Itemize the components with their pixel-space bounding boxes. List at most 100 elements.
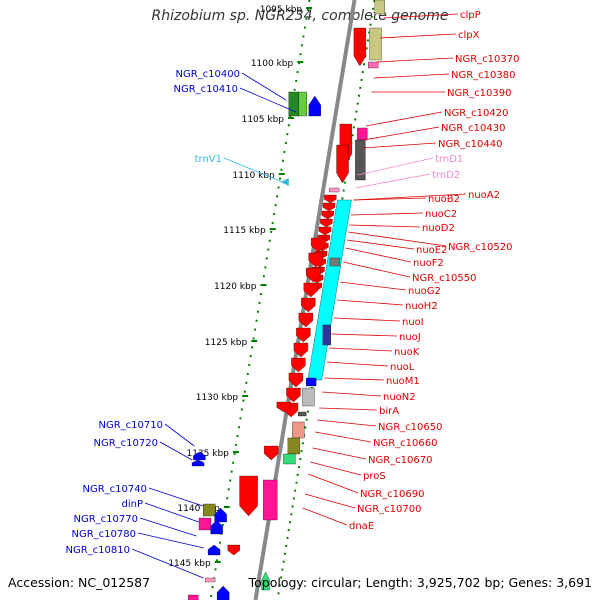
gene-label: NGR_c10650 [378,422,443,433]
label-leader [144,502,199,523]
gene-label: NGR_c10370 [455,54,520,65]
label-leader [304,493,356,509]
gene-bira [276,401,291,413]
label-leader [357,157,434,176]
label-leader [137,532,205,549]
accession-text: Accession: NC_012587 [8,575,151,590]
gene-label: trnD1 [435,154,463,165]
gene-label: NGR_c10770 [74,514,139,525]
ruler-tick-label: 1095 kbp [260,5,303,15]
gene-nuo-small [320,218,333,228]
ruler-tick-label: 1110 kbp [232,171,275,181]
gene-nuo-arrow [306,267,321,283]
label-leader [329,347,393,352]
gene-label: nuoI [402,317,424,328]
label-leaders [131,13,467,579]
gene-labels: clpP clpX NGR_c10370 NGR_c10380 NGR_c10390 NG… [66,10,520,556]
gene-label: nuoF2 [413,258,444,269]
ruler-tick-label: 1135 kbp [186,449,229,459]
gene-label: proS [363,471,386,482]
gene-ngr-c10650 [298,411,307,417]
gene-label: nuoM1 [386,376,420,387]
gene-label: nuoC2 [425,209,457,220]
label-leader [312,447,367,460]
gene-nuo-arrow [286,387,301,403]
gene-ngr-c10810 [204,577,216,583]
gene-label: dnaE [349,521,374,532]
label-leader [355,173,431,189]
label-leader [350,212,424,216]
gene-label: nuoD2 [422,223,455,234]
label-leader [315,431,372,443]
gene-red-145 [336,144,349,184]
label-leader [302,507,348,526]
gene-nuo-arrow [291,357,306,373]
gene-label: nuoN2 [383,392,416,403]
gene-ngr-c10670 [287,437,301,455]
label-leader [349,224,421,228]
gene-label: nuoA2 [468,190,500,201]
gene-label: NGR_c10690 [360,489,425,500]
gene-trnd1 [328,187,340,193]
nuo-operon-block [307,199,352,381]
label-leader [363,126,440,141]
gene-ngr-c10780 [207,544,221,556]
gene-nuo-arrow [303,282,318,298]
gene-nuo-small [322,202,336,212]
gene-clpp-box [374,0,385,15]
label-leader [239,87,297,113]
label-leader [339,281,407,291]
gene-clpx-box [369,27,382,61]
gene-nuo-arrow [296,327,311,343]
label-leader [331,333,398,337]
gene-label: nuoG2 [408,286,441,297]
gene-label: trnV1 [195,154,222,165]
ruler-tick-label: 1130 kbp [196,393,239,403]
gene-label: nuoK [394,347,420,358]
label-leader [164,423,195,447]
gene-ngr-c10740-b [214,507,227,523]
gene-label: NGR_c10700 [357,504,422,515]
label-leader [223,157,283,183]
gene-trnv1 [280,178,289,186]
label-leader [308,473,359,494]
gene-label: NGR_c10550 [412,273,477,284]
label-leader [353,193,467,201]
gene-label: NGR_c10720 [94,438,159,449]
gene-label: birA [379,406,399,417]
gene-red-545 [227,544,240,556]
gene-label: NGR_c10660 [373,438,438,449]
gene-label: NGR_c10410 [174,84,239,95]
gene-nuo-arrow [288,372,304,388]
gene-label: nuoJ [399,332,421,343]
gene-label: NGR_c10430 [441,123,506,134]
gene-pros [283,453,296,465]
gene-label: trnD2 [432,170,460,181]
label-leader [319,407,378,411]
gene-navy-325 [322,324,332,346]
label-leader [365,111,443,127]
gene-ngr-c10720 [191,459,205,467]
gene-ngr-c10740 [202,503,216,517]
ruler-tick-label: 1120 kbp [214,282,257,292]
gene-label: NGR_c10780 [72,529,137,540]
gene-ngr-c10400-b [298,91,307,117]
ruler-tick-label: 1115 kbp [223,226,266,236]
label-leader [326,361,389,367]
ruler-tick-label: 1145 kbp [168,559,211,569]
label-leader [346,239,415,250]
ruler-tick-label: 1105 kbp [242,115,285,125]
gene-label: NGR_c10670 [368,455,433,466]
gene-label: NGR_c10520 [448,242,513,253]
ruler-tick-label: 1140 kbp [177,504,220,514]
gene-label: dinP [122,499,144,510]
gene-blue-586 [216,585,230,600]
label-leader [310,461,362,476]
label-leader [373,73,450,79]
gene-ngr-c10430 [357,127,368,141]
gene-ngr-c10690 [239,475,258,517]
gene-nuo-arrow [311,237,326,253]
gene-label: NGR_c10440 [438,139,503,150]
gene-label: clpX [458,30,480,41]
gene-label: NGR_c10420 [444,108,509,119]
